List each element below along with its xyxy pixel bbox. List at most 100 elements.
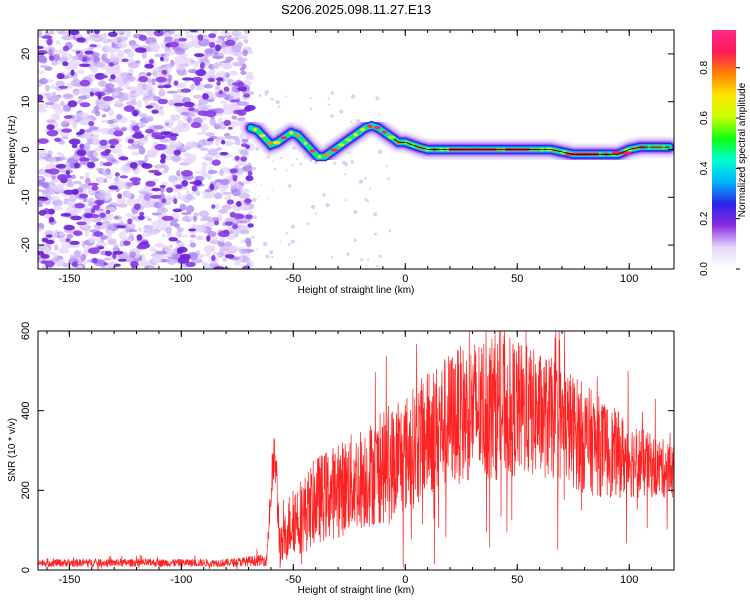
noise-blob	[136, 30, 148, 33]
noise-blob	[59, 56, 68, 63]
noise-blob	[141, 163, 149, 167]
noise-blob	[142, 83, 148, 91]
noise-blob	[134, 47, 147, 53]
noise-blob	[132, 180, 141, 186]
trace-hot-spot	[338, 143, 345, 147]
noise-blob	[167, 144, 177, 150]
noise-blob	[78, 157, 90, 162]
noise-blob	[242, 217, 248, 223]
noise-blob	[149, 198, 155, 205]
noise-blob	[105, 83, 115, 90]
noise-blob	[181, 77, 194, 81]
noise-blob	[101, 45, 113, 52]
noise-blob	[203, 245, 215, 253]
noise-blob	[138, 34, 147, 42]
noise-blob	[193, 94, 203, 99]
noise-blob	[56, 73, 65, 80]
noise-blob	[177, 70, 188, 76]
noise-speck	[388, 229, 392, 233]
trace-hot-spot	[366, 124, 373, 128]
noise-speck	[260, 183, 263, 186]
noise-blob	[38, 227, 44, 232]
noise-blob	[79, 79, 91, 87]
noise-blob	[214, 220, 219, 226]
noise-speck	[278, 105, 281, 108]
noise-blob	[230, 104, 240, 112]
noise-blob	[218, 90, 223, 95]
snr-frame	[37, 330, 675, 571]
noise-speck	[267, 197, 269, 200]
noise-speck	[353, 238, 357, 242]
noise-blob	[107, 233, 112, 241]
noise-speck	[358, 179, 364, 184]
noise-blob	[126, 191, 132, 199]
noise-speck	[378, 113, 381, 116]
noise-blob	[202, 114, 207, 121]
noise-blob	[52, 53, 61, 62]
noise-blob	[214, 185, 218, 190]
noise-blob	[230, 184, 238, 189]
noise-blob	[142, 203, 152, 208]
noise-blob	[175, 124, 182, 130]
noise-blob	[237, 109, 247, 116]
noise-blob	[77, 69, 85, 74]
noise-blob	[219, 178, 230, 186]
noise-blob	[162, 55, 170, 63]
noise-blob	[58, 31, 68, 35]
noise-blob	[247, 170, 253, 177]
noise-blob	[185, 153, 197, 160]
noise-blob	[207, 148, 219, 156]
noise-blob	[218, 208, 228, 214]
noise-blob	[50, 178, 59, 184]
noise-blob	[154, 143, 167, 151]
noise-blob	[227, 234, 236, 240]
noise-blob	[62, 45, 70, 52]
noise-blob	[177, 191, 182, 200]
noise-blob	[48, 30, 55, 35]
noise-blob	[193, 212, 200, 217]
noise-blob	[42, 190, 53, 197]
noise-blob	[76, 114, 81, 123]
noise-blob	[139, 211, 145, 216]
noise-blob	[76, 131, 83, 136]
noise-blob	[62, 263, 69, 268]
noise-blob	[181, 146, 191, 151]
spectrogram-frequency-trace	[240, 114, 674, 167]
noise-blob	[61, 136, 69, 140]
noise-blob	[60, 213, 72, 217]
noise-blob	[223, 62, 231, 69]
noise-blob	[44, 101, 55, 106]
noise-blob	[44, 169, 51, 173]
noise-blob	[87, 161, 96, 169]
noise-blob	[46, 38, 53, 46]
noise-blob	[113, 263, 121, 267]
noise-blob	[171, 155, 182, 163]
noise-speck	[251, 235, 255, 239]
noise-blob	[76, 37, 86, 43]
noise-blob	[155, 76, 167, 83]
noise-blob	[52, 253, 59, 260]
noise-blob	[245, 214, 253, 220]
noise-blob	[246, 71, 254, 78]
noise-blob	[98, 80, 107, 87]
noise-blob	[119, 175, 128, 179]
noise-speck	[264, 90, 270, 95]
noise-blob	[206, 235, 211, 242]
noise-blob	[38, 202, 44, 208]
noise-blob	[203, 264, 208, 269]
noise-blob	[138, 194, 144, 201]
noise-blob	[190, 191, 201, 195]
noise-blob	[132, 133, 145, 139]
noise-blob	[70, 215, 83, 221]
noise-blob	[176, 227, 184, 233]
noise-speck	[344, 199, 348, 202]
noise-blob	[233, 172, 243, 177]
noise-blob	[123, 240, 131, 246]
colorbar-tick-label: 0.2	[699, 211, 710, 225]
noise-blob	[160, 153, 167, 161]
noise-blob	[84, 133, 91, 140]
noise-blob	[67, 100, 78, 108]
noise-blob	[114, 172, 120, 177]
noise-blob	[169, 30, 176, 35]
noise-blob	[91, 185, 99, 191]
